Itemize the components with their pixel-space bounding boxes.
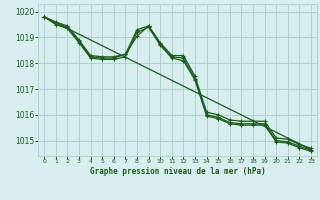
X-axis label: Graphe pression niveau de la mer (hPa): Graphe pression niveau de la mer (hPa) <box>90 167 266 176</box>
